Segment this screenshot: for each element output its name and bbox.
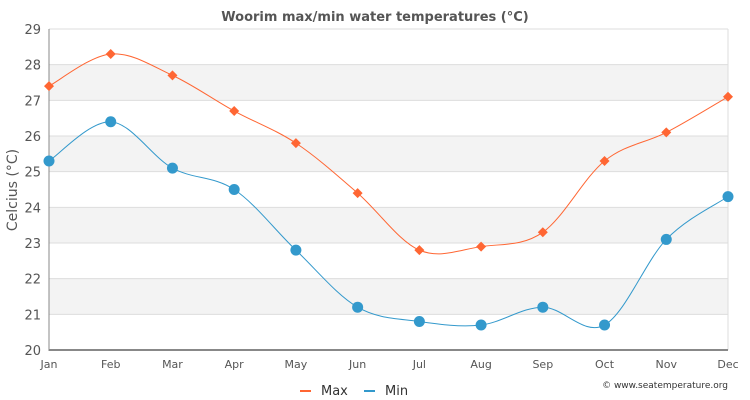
data-point-min[interactable] <box>105 116 117 128</box>
y-tick-labels: 20 21 22 23 24 25 26 27 28 29 <box>24 23 41 359</box>
legend-label: Min <box>385 384 408 399</box>
plot-bands <box>49 64 728 315</box>
series-min <box>43 116 734 331</box>
series-line-min <box>48 121 729 328</box>
data-point-max[interactable] <box>229 106 240 117</box>
data-point-min[interactable] <box>475 319 487 331</box>
data-point-max[interactable] <box>352 188 363 199</box>
data-point-min[interactable] <box>290 244 302 256</box>
data-point-max[interactable] <box>414 245 425 256</box>
y-tick-label: 24 <box>24 201 41 216</box>
x-tick-label: Jul <box>412 358 426 371</box>
x-tick-label: Jan <box>40 358 58 371</box>
y-tick-label: 28 <box>24 59 41 74</box>
data-point-max[interactable] <box>599 155 610 166</box>
data-point-min[interactable] <box>43 155 55 167</box>
data-point-max[interactable] <box>290 138 301 149</box>
legend: Max Min <box>300 384 408 399</box>
data-point-min[interactable] <box>166 162 178 174</box>
plot-band <box>49 136 728 172</box>
chart-title: Woorim max/min water temperatures (°C) <box>221 10 528 25</box>
y-tick-label: 20 <box>24 344 41 359</box>
y-tick-label: 26 <box>24 130 41 145</box>
data-point-max[interactable] <box>723 91 733 102</box>
data-point-max[interactable] <box>105 48 116 59</box>
data-point-max[interactable] <box>476 241 487 252</box>
data-point-min[interactable] <box>660 233 672 245</box>
x-tick-label: Nov <box>656 358 678 371</box>
data-point-min[interactable] <box>228 184 240 195</box>
x-tick-label: May <box>285 358 308 371</box>
y-tick-label: 23 <box>24 237 41 252</box>
x-tick-label: Jun <box>348 358 366 371</box>
data-point-max[interactable] <box>167 70 178 81</box>
series-group <box>43 48 734 331</box>
legend-item-min[interactable]: Min <box>364 384 408 399</box>
x-tick-label: Apr <box>225 358 245 371</box>
y-tick-label: 22 <box>24 273 41 288</box>
x-tick-label: Oct <box>595 358 615 371</box>
data-point-max[interactable] <box>44 81 54 92</box>
plot-band <box>49 278 728 315</box>
data-point-min[interactable] <box>722 191 734 203</box>
data-point-max[interactable] <box>537 227 548 238</box>
legend-item-max[interactable]: Max <box>300 384 348 399</box>
y-tick-label: 29 <box>24 23 41 38</box>
data-point-min[interactable] <box>413 315 425 327</box>
series-max <box>44 48 733 256</box>
x-tick-label: Dec <box>717 358 738 371</box>
legend-label: Max <box>321 384 348 399</box>
x-tick-label: Aug <box>470 358 491 371</box>
grid-lines <box>49 28 728 351</box>
data-point-min[interactable] <box>352 301 364 313</box>
data-point-min[interactable] <box>537 301 549 313</box>
y-tick-label: 25 <box>24 166 41 181</box>
y-tick-label: 27 <box>24 94 41 109</box>
series-line-max <box>48 53 729 255</box>
x-tick-label: Sep <box>532 358 553 371</box>
data-point-min[interactable] <box>599 319 611 331</box>
x-tick-labels: Jan Feb Mar Apr May Jun Jul Aug Sep Oct Nov Dec <box>40 358 739 371</box>
plot-band <box>49 64 728 101</box>
x-tick-label: Feb <box>101 358 120 371</box>
data-point-max[interactable] <box>661 127 672 138</box>
x-tick-label: Mar <box>162 358 183 371</box>
credit-text: © www.seatemperature.org <box>602 381 728 391</box>
y-axis-label: Celcius (°C) <box>5 149 21 231</box>
y-tick-label: 21 <box>24 308 41 323</box>
